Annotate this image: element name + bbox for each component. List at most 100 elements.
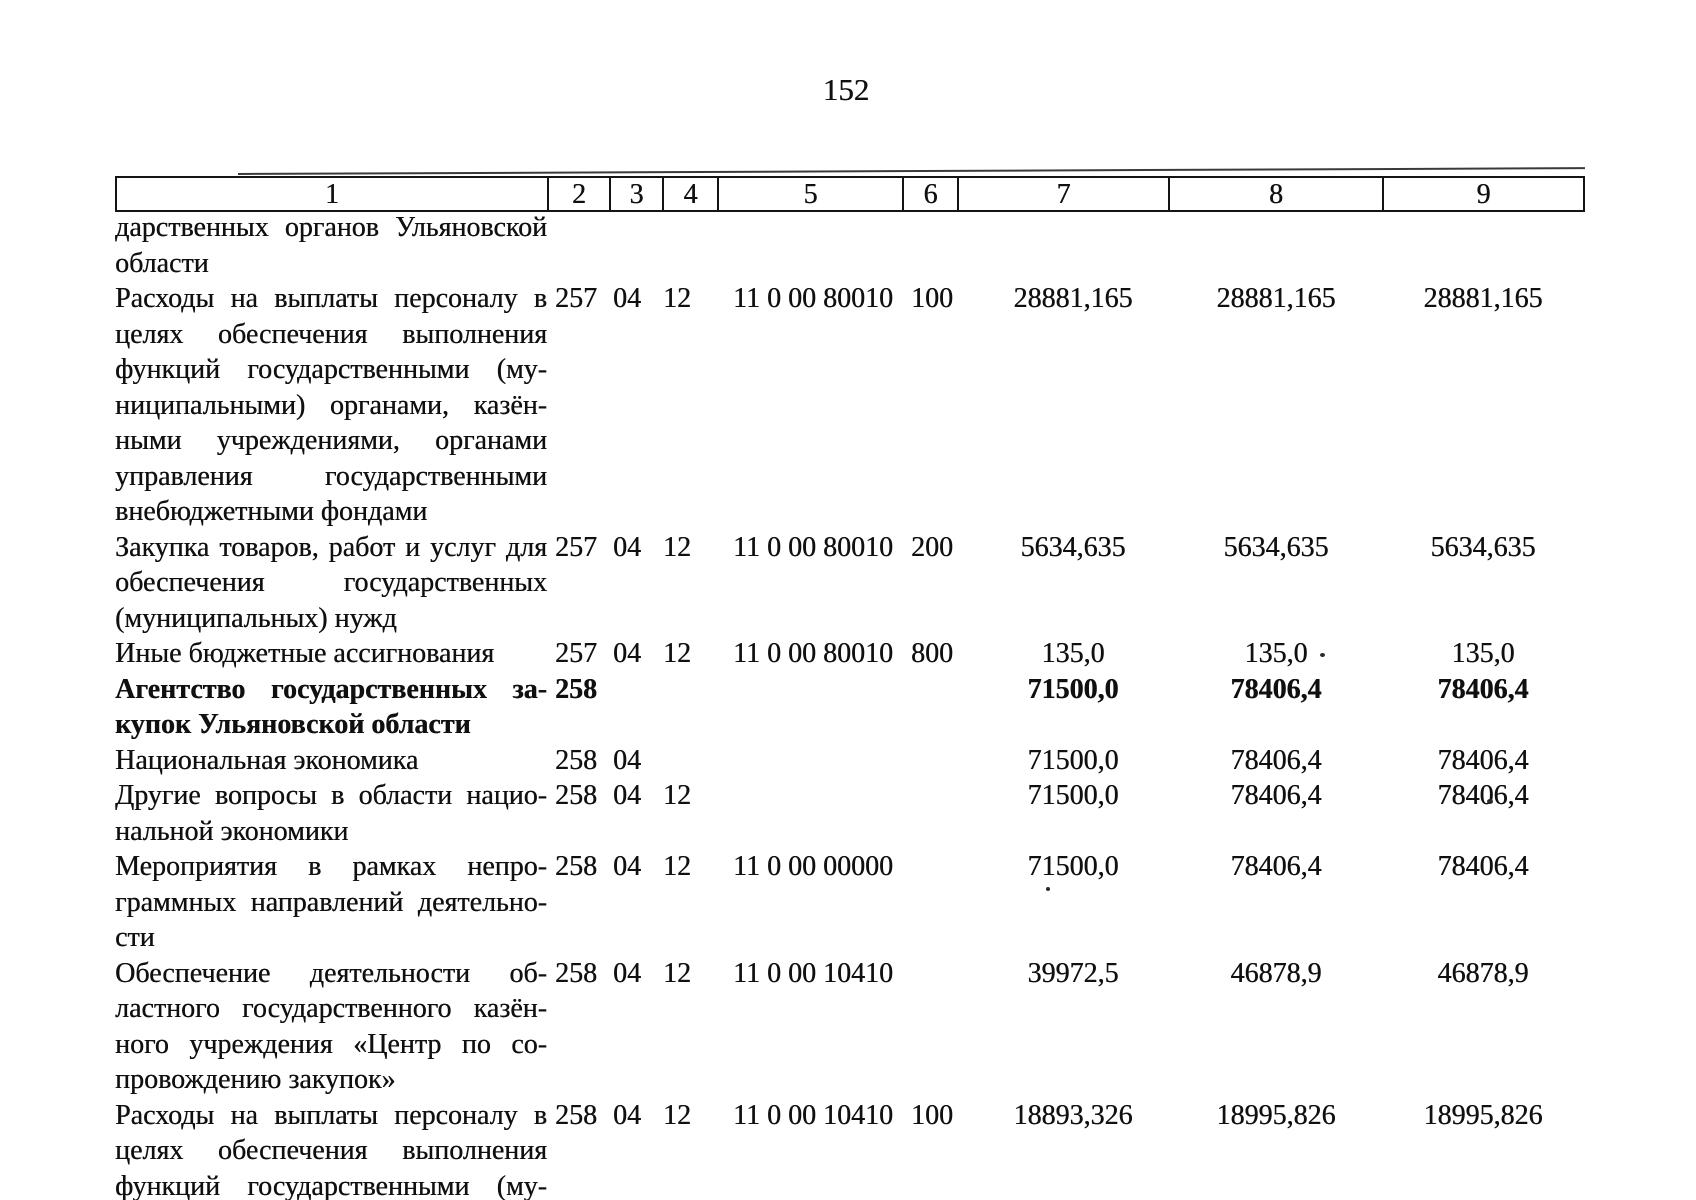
cell-col5: 11 0 00 80010 <box>733 531 893 563</box>
row-label: Другие вопросы в области нацио-нальной э… <box>115 778 547 849</box>
row-label: Мероприятия в рамках непро-граммных напр… <box>115 849 547 956</box>
row-label-line: Обеспечение деятельности об- <box>115 957 547 989</box>
table-row: Национальная экономика 258 04 71500,0 78406,… <box>0 743 1696 779</box>
row-label-line: функций государственными (му- <box>115 354 547 385</box>
cell-col5: 11 0 00 80010 <box>733 283 893 314</box>
row-label-line: функций государственными (му- <box>115 1170 547 1200</box>
cell-col9: 28881,165 <box>1423 283 1543 314</box>
cell-col3: 04 <box>613 1099 641 1131</box>
header-cell-5: 5 <box>717 178 902 210</box>
row-label-line: целях обеспечения выполнения <box>115 1135 547 1166</box>
cell-col9: 78406,4 <box>1437 744 1529 776</box>
table-body: дарственных органов Ульяновской области Ра… <box>0 210 1696 1200</box>
cell-col2: 257 <box>555 531 597 563</box>
cell-col2: 258 <box>555 1099 597 1131</box>
row-label-line: управления государственными <box>115 460 547 492</box>
cell-col9: 18995,826 <box>1423 1099 1543 1131</box>
cell-col6: 800 <box>911 638 953 669</box>
row-label-line: Расходы на выплаты персоналу в <box>115 283 547 314</box>
row-label-line: Другие вопросы в области нацио- <box>115 780 547 811</box>
cell-col2: 257 <box>555 283 597 314</box>
header-cell-8: 8 <box>1168 178 1382 210</box>
table-row: Иные бюджетные ассигнования 257 04 12 11 0 0… <box>0 636 1696 672</box>
row-label-line: Закупка товаров, работ и услуг для <box>115 531 547 563</box>
row-label-line: граммных направлений деятельно- <box>115 886 547 918</box>
cell-col3: 04 <box>613 851 641 882</box>
table-row: Другие вопросы в области нацио-нальной э… <box>0 778 1696 849</box>
cell-col9: 5634,635 <box>1430 531 1536 563</box>
cell-col5: 11 0 00 10410 <box>733 1099 893 1131</box>
row-label-line: Иные бюджетные ассигнования <box>115 638 495 669</box>
cell-col4: 12 <box>663 531 691 563</box>
row-label-line: целях обеспечения выполнения <box>115 318 547 350</box>
cell-col9: 78406,4 <box>1437 780 1529 811</box>
cell-col5: 11 0 00 00000 <box>733 851 893 882</box>
cell-col8: 18995,826 <box>1216 1099 1336 1131</box>
cell-col2: 257 <box>555 638 597 669</box>
cell-col8: 78406,4 <box>1230 744 1322 776</box>
row-label-line: купок Ульяновской области <box>115 709 471 740</box>
cell-col8: 78406,4 <box>1230 673 1322 705</box>
cell-col6: 200 <box>911 531 953 563</box>
cell-col5: 11 0 00 80010 <box>733 638 893 669</box>
row-label-line: обеспечения государственных <box>115 567 547 598</box>
row-label-line: ниципальными) органами, казён- <box>115 389 547 421</box>
cell-col3: 04 <box>613 744 641 776</box>
row-label-line: Национальная экономика <box>115 744 419 776</box>
cell-col3: 04 <box>613 957 641 989</box>
cell-col4: 12 <box>663 283 691 314</box>
header-cell-3: 3 <box>609 178 662 210</box>
cell-col9: 78406,4 <box>1437 851 1529 882</box>
table-row: Расходы на выплаты персоналу в целях обес… <box>0 281 1696 530</box>
cell-col9: 135,0 <box>1451 638 1515 669</box>
cell-col8: 78406,4 <box>1230 780 1322 811</box>
row-label: Обеспечение деятельности об-ластного гос… <box>115 956 547 1098</box>
header-cell-9: 9 <box>1382 178 1583 210</box>
row-label-line: ластного государственного казён- <box>115 993 547 1024</box>
cell-col2: 258 <box>555 780 597 811</box>
cell-col6: 100 <box>911 283 953 314</box>
cell-col4: 12 <box>663 957 691 989</box>
cell-col7: 18893,326 <box>1013 1099 1133 1131</box>
row-label-line: провождению закупок» <box>115 1064 396 1095</box>
cell-col5: 11 0 00 10410 <box>733 957 893 989</box>
cell-col8: 78406,4 <box>1230 851 1322 882</box>
row-label-line: внебюджетными фондами <box>115 496 428 527</box>
row-label-line: ными учреждениями, органами <box>115 425 547 456</box>
scan-speck <box>1046 887 1050 891</box>
scan-speck <box>1320 653 1325 657</box>
cell-col9: 46878,9 <box>1437 957 1529 989</box>
header-cell-4: 4 <box>662 178 717 210</box>
cell-col2: 258 <box>555 957 597 989</box>
page-number: 152 <box>822 72 870 107</box>
row-label-line: Мероприятия в рамках непро- <box>115 851 547 882</box>
cell-col3: 04 <box>613 531 641 563</box>
row-label: Иные бюджетные ассигнования <box>115 636 547 672</box>
cell-col7: 71500,0 <box>1027 851 1119 882</box>
table-row: Мероприятия в рамках непро-граммных напр… <box>0 849 1696 956</box>
cell-col7: 71500,0 <box>1027 780 1119 811</box>
row-label: Расходы на выплаты персоналу в целях обес… <box>115 1098 547 1200</box>
cell-col8: 135,0 <box>1244 638 1308 669</box>
cell-col3: 04 <box>613 638 641 669</box>
table-row: Закупка товаров, работ и услуг для обеспе… <box>0 530 1696 637</box>
header-cell-6: 6 <box>902 178 957 210</box>
cell-col4: 12 <box>663 780 691 811</box>
cell-col7: 71500,0 <box>1027 744 1119 776</box>
scan-speck <box>1487 799 1493 804</box>
cell-col4: 12 <box>663 638 691 669</box>
cell-col8: 28881,165 <box>1216 283 1336 314</box>
header-cell-2: 2 <box>547 178 609 210</box>
cell-col4: 12 <box>663 1099 691 1131</box>
cell-col9: 78406,4 <box>1437 673 1529 705</box>
row-label-line: нальной экономики <box>115 815 349 847</box>
cell-col7: 28881,165 <box>1013 283 1133 314</box>
cell-col8: 46878,9 <box>1230 957 1322 989</box>
table-row: Расходы на выплаты персоналу в целях обес… <box>0 1098 1696 1200</box>
row-label-line: сти <box>115 922 155 953</box>
header-cell-1: 1 <box>325 178 339 210</box>
scan-artifact-line <box>237 167 1585 175</box>
row-label: Агентство государственных за-купок Ульян… <box>115 672 547 743</box>
cell-col2: 258 <box>555 673 597 705</box>
